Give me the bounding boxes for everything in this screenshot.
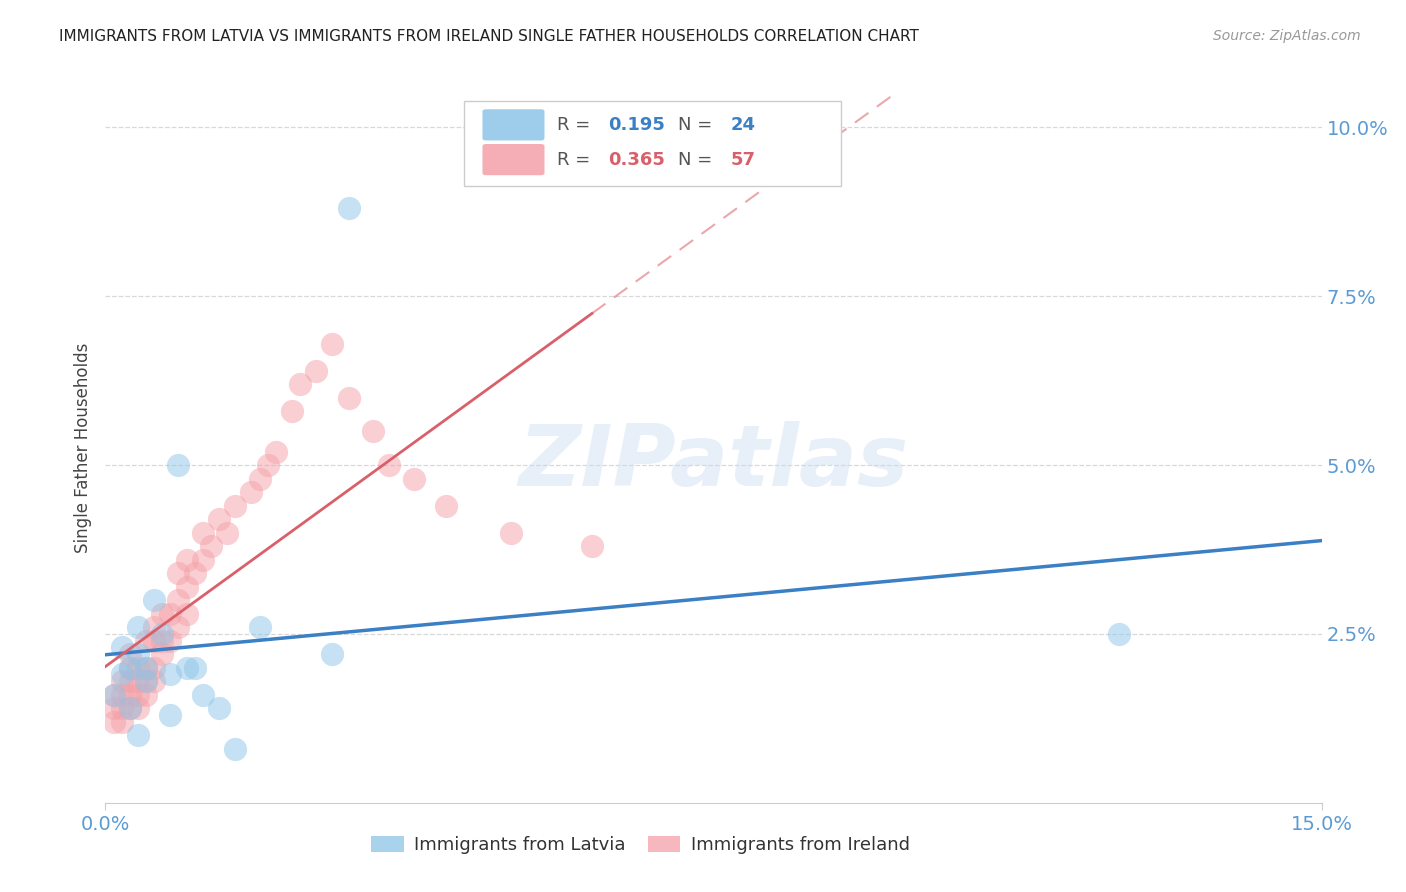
Text: ZIPatlas: ZIPatlas xyxy=(519,421,908,504)
Point xyxy=(127,701,149,715)
Point xyxy=(150,607,173,621)
Legend: Immigrants from Latvia, Immigrants from Ireland: Immigrants from Latvia, Immigrants from … xyxy=(364,829,917,861)
Point xyxy=(135,674,157,689)
Text: 0.195: 0.195 xyxy=(607,116,665,134)
Point xyxy=(378,458,401,472)
Point xyxy=(183,661,205,675)
Point xyxy=(249,620,271,634)
Point xyxy=(103,701,125,715)
Point xyxy=(191,525,214,540)
Point xyxy=(111,701,134,715)
Point xyxy=(191,688,214,702)
Point xyxy=(402,472,425,486)
Point xyxy=(118,701,141,715)
Point xyxy=(159,607,181,621)
Point xyxy=(337,202,360,216)
Point xyxy=(135,633,157,648)
Point xyxy=(183,566,205,581)
Point xyxy=(167,593,190,607)
Point xyxy=(127,688,149,702)
Point xyxy=(111,714,134,729)
Point xyxy=(118,661,141,675)
Point xyxy=(434,499,457,513)
Point xyxy=(135,674,157,689)
Point xyxy=(118,674,141,689)
Point xyxy=(224,499,246,513)
Point xyxy=(143,661,166,675)
Text: 57: 57 xyxy=(731,151,755,169)
Point xyxy=(176,661,198,675)
Point xyxy=(103,688,125,702)
Point xyxy=(217,525,239,540)
Point xyxy=(499,525,522,540)
Text: N =: N = xyxy=(678,151,718,169)
Point xyxy=(150,633,173,648)
Point xyxy=(321,336,343,351)
Text: R =: R = xyxy=(557,116,596,134)
Point xyxy=(118,701,141,715)
Point xyxy=(103,714,125,729)
Text: 0.365: 0.365 xyxy=(607,151,665,169)
Point xyxy=(159,708,181,723)
Point xyxy=(361,425,384,439)
Point xyxy=(127,620,149,634)
Point xyxy=(305,363,328,377)
Point xyxy=(118,688,141,702)
Point xyxy=(176,607,198,621)
Point xyxy=(135,688,157,702)
Point xyxy=(224,741,246,756)
Point xyxy=(581,539,603,553)
Text: N =: N = xyxy=(678,116,718,134)
Point xyxy=(127,674,149,689)
Text: 24: 24 xyxy=(731,116,755,134)
Point xyxy=(264,444,287,458)
Point xyxy=(208,512,231,526)
Text: Source: ZipAtlas.com: Source: ZipAtlas.com xyxy=(1213,29,1361,43)
Text: IMMIGRANTS FROM LATVIA VS IMMIGRANTS FROM IRELAND SINGLE FATHER HOUSEHOLDS CORRE: IMMIGRANTS FROM LATVIA VS IMMIGRANTS FRO… xyxy=(59,29,920,44)
Point xyxy=(143,593,166,607)
Point xyxy=(321,647,343,661)
Point xyxy=(111,640,134,655)
Point xyxy=(167,566,190,581)
Point xyxy=(159,633,181,648)
FancyBboxPatch shape xyxy=(464,101,841,186)
Point xyxy=(103,688,125,702)
Point xyxy=(288,377,311,392)
Point xyxy=(159,667,181,681)
Point xyxy=(176,552,198,566)
Point xyxy=(167,458,190,472)
Point xyxy=(176,580,198,594)
Point xyxy=(281,404,304,418)
Point xyxy=(127,647,149,661)
Point xyxy=(167,620,190,634)
Point xyxy=(111,667,134,681)
Point xyxy=(150,647,173,661)
Point xyxy=(118,661,141,675)
Point xyxy=(111,674,134,689)
Point xyxy=(127,728,149,742)
Point xyxy=(1108,627,1130,641)
Point xyxy=(143,620,166,634)
Point xyxy=(256,458,278,472)
Point xyxy=(143,674,166,689)
Y-axis label: Single Father Households: Single Father Households xyxy=(73,343,91,553)
Point xyxy=(143,633,166,648)
Point xyxy=(118,647,141,661)
FancyBboxPatch shape xyxy=(482,144,544,175)
Point xyxy=(208,701,231,715)
Text: R =: R = xyxy=(557,151,596,169)
Point xyxy=(135,661,157,675)
FancyBboxPatch shape xyxy=(482,109,544,140)
Point xyxy=(135,661,157,675)
Point xyxy=(127,661,149,675)
Point xyxy=(337,391,360,405)
Point xyxy=(200,539,222,553)
Point xyxy=(111,688,134,702)
Point xyxy=(240,485,263,500)
Point xyxy=(249,472,271,486)
Point xyxy=(150,627,173,641)
Point xyxy=(191,552,214,566)
